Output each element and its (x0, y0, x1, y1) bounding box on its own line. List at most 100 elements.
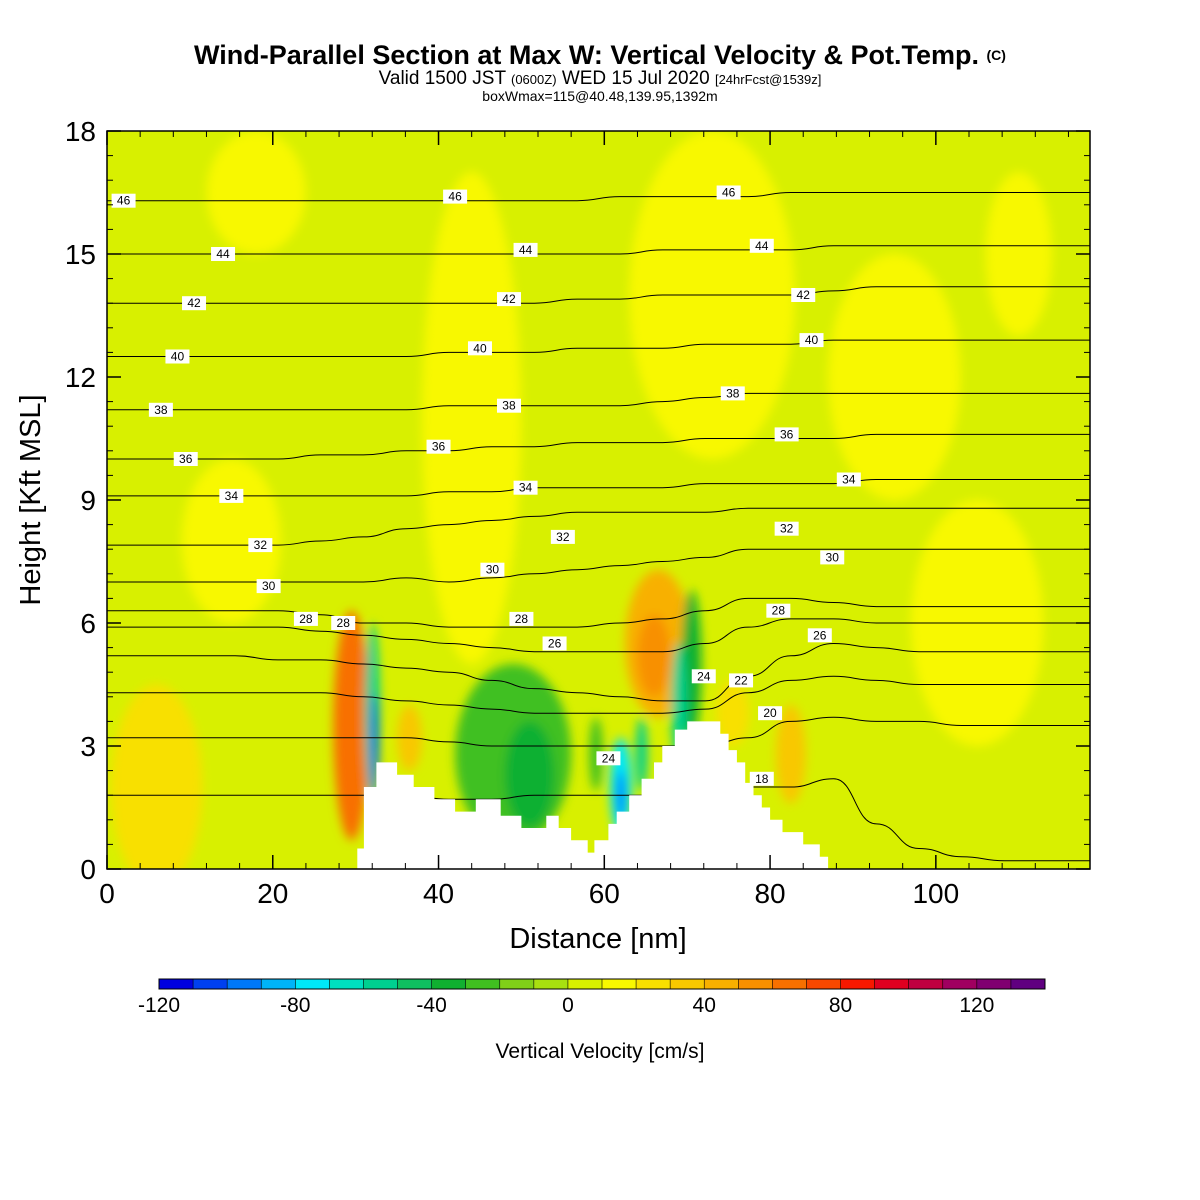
contour-label-box (716, 185, 741, 200)
velocity-cell-5 (111, 684, 203, 869)
contour-label-box (467, 341, 492, 356)
colorbar-tick-label: -40 (416, 994, 446, 1017)
colorbar-segment (397, 979, 432, 989)
contour-label-28: 28 (293, 611, 318, 626)
contour-label-text: 32 (556, 530, 570, 544)
x-tick-label: 60 (589, 878, 620, 909)
contour-label-box (173, 452, 198, 466)
contour-label-text: 36 (432, 440, 446, 454)
contour-label-42: 42 (182, 296, 207, 311)
colorbar-segment (1010, 979, 1046, 989)
forecast-info: [24hrFcst@1539z] (714, 72, 822, 87)
contour-label-40: 40 (165, 349, 190, 364)
colorbar-label: Vertical Velocity [cm/s] (496, 1040, 705, 1063)
contour-label-32: 32 (774, 521, 799, 536)
contour-label-box (256, 579, 281, 594)
contour-label-40: 40 (799, 333, 824, 348)
contour-label-box (550, 529, 575, 544)
contour-label-box (542, 636, 567, 651)
colorbar-segment (602, 979, 637, 989)
theta-contour-20 (107, 716, 1090, 747)
contour-label-box (807, 628, 832, 643)
contour-label-text: 22 (734, 673, 748, 687)
contour-label-box (111, 193, 136, 208)
colorbar-segment (499, 979, 535, 989)
contour-label-text: 20 (763, 706, 777, 720)
colorbar-segment (738, 979, 773, 989)
contour-label-46: 46 (111, 193, 136, 208)
contour-label-18: 18 (749, 771, 774, 786)
velocity-cell-25 (206, 131, 306, 254)
contour-label-text: 46 (448, 190, 462, 204)
colorbar-segment (193, 979, 228, 989)
colorbar-segment (533, 979, 569, 989)
contour-label-text: 34 (225, 489, 239, 503)
copyright-mark: (C) (986, 47, 1006, 63)
x-tick-label: 80 (754, 878, 785, 909)
y-tick-label: 18 (65, 116, 96, 147)
y-tick-label: 3 (80, 731, 96, 762)
velocity-field (107, 131, 1090, 869)
contour-label-40: 40 (467, 341, 492, 356)
contour-label-box (148, 402, 173, 417)
contour-label-box (774, 521, 799, 536)
x-tick-label: 20 (257, 878, 288, 909)
contour-label-42: 42 (791, 288, 816, 302)
y-tick-label: 0 (80, 854, 96, 885)
contour-label-text: 38 (726, 386, 740, 400)
contour-label-text: 40 (805, 333, 819, 347)
contour-label-box (496, 398, 521, 413)
contour-label-44: 44 (749, 238, 774, 253)
velocity-cell-18 (589, 717, 603, 792)
theta-contour-28 (107, 597, 1090, 628)
velocity-cell-20 (716, 680, 750, 746)
contour-label-34: 34 (513, 480, 538, 495)
contour-label-text: 18 (755, 772, 769, 786)
contour-label-box (211, 247, 236, 261)
contour-label-text: 32 (780, 522, 794, 536)
x-tick-label: 100 (912, 878, 959, 909)
contour-label-text: 24 (697, 669, 711, 683)
colorbar-segment (329, 979, 364, 989)
contour-label-box (165, 349, 190, 364)
y-tick-label: 6 (80, 608, 96, 639)
theta-contour-34 (107, 478, 1090, 497)
contour-label-box (219, 488, 244, 503)
contour-label-box (791, 288, 816, 302)
contour-label-box (480, 562, 505, 577)
contour-label-46: 46 (716, 185, 741, 200)
contour-label-box (766, 603, 791, 618)
contour-label-text: 38 (154, 403, 168, 417)
colorbar-segment (840, 979, 875, 989)
contour-label-46: 46 (443, 189, 468, 204)
y-axis-label: Height [Kft MSL] (15, 394, 47, 605)
contour-label-text: 32 (254, 538, 268, 552)
colorbar-segment (976, 979, 1012, 989)
velocity-cell-12 (637, 614, 671, 697)
contour-label-38: 38 (496, 398, 521, 413)
contour-label-text: 44 (216, 247, 230, 261)
contour-label-box (836, 472, 861, 487)
contour-label-24: 24 (691, 669, 716, 684)
theta-contour-44 (107, 245, 1090, 255)
contour-label-34: 34 (219, 488, 244, 503)
colorbar-segment (908, 979, 944, 989)
colorbar-segment (363, 979, 398, 989)
contour-label-20: 20 (758, 706, 783, 721)
y-tick-label: 9 (80, 485, 96, 516)
colorbar-segment (465, 979, 501, 989)
velocity-cell-21 (421, 172, 522, 664)
contour-labels: 46 46 46 44 44 44 42 42 42 40 40 40 38 38 38 36 36 36 34 34… (111, 185, 861, 786)
contour-label-text: 42 (502, 292, 516, 306)
valid-prefix: Valid 1500 JST (378, 68, 506, 89)
contour-label-text: 44 (755, 239, 769, 253)
contour-label-box (426, 439, 451, 454)
contour-label-text: 26 (548, 637, 562, 651)
colorbar-segment (567, 979, 603, 989)
x-axis-label: Distance [nm] (509, 923, 686, 955)
contour-label-text: 36 (780, 427, 794, 441)
contour-label-text: 24 (602, 751, 616, 765)
valid-date: WED 15 Jul 2020 (561, 68, 710, 89)
contour-label-24: 24 (596, 751, 621, 766)
contour-label-box (496, 292, 521, 307)
